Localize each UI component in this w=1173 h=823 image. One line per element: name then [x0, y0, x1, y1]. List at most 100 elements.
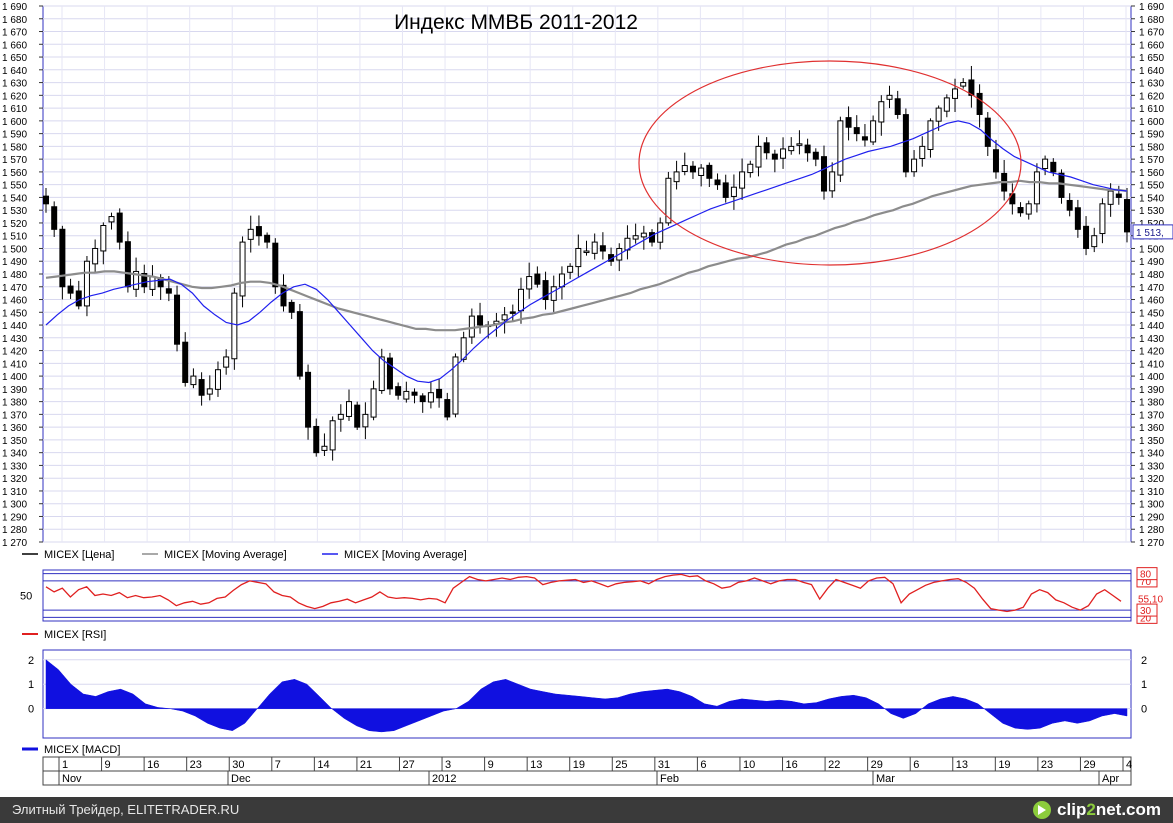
candle-body — [149, 276, 156, 290]
candle-body — [386, 357, 393, 390]
series-macd — [45, 659, 1128, 733]
candle-body — [198, 379, 205, 396]
y-tick-label-right: 1 390 — [1139, 385, 1164, 396]
macd-tick-label-right: 0 — [1141, 704, 1147, 716]
candle-body — [1124, 199, 1130, 233]
y-tick-label-left: 1 600 — [2, 117, 27, 128]
candle-body — [67, 285, 74, 294]
legend-label-rsi: MICEX [RSI] — [44, 629, 106, 641]
last-value-box — [1132, 224, 1173, 240]
candle-body — [1107, 190, 1114, 205]
candle-body — [116, 212, 123, 243]
candle-body — [739, 171, 746, 189]
y-tick-label-left: 1 590 — [2, 130, 27, 141]
candle-body — [575, 247, 582, 268]
y-tick-label-right: 1 560 — [1139, 168, 1164, 179]
y-tick-label-left: 1 660 — [2, 40, 27, 51]
candle-body — [354, 404, 361, 428]
candle-body — [632, 235, 639, 240]
y-tick-label-left: 1 550 — [2, 181, 27, 192]
candle-body — [517, 288, 524, 312]
candle-body — [788, 145, 795, 152]
candle-body — [1074, 207, 1081, 230]
macd-tick-label-right: 2 — [1141, 655, 1147, 667]
y-tick-label-right: 1 410 — [1139, 359, 1164, 370]
candle-body — [124, 241, 131, 288]
candle-body — [92, 247, 99, 265]
candle-body — [599, 245, 606, 252]
y-tick-label-right: 1 480 — [1139, 270, 1164, 281]
y-tick-label-left: 1 620 — [2, 91, 27, 102]
candle-body — [255, 226, 262, 237]
y-tick-label-left: 1 420 — [2, 347, 27, 358]
rsi-tick-label: 50 — [20, 591, 32, 603]
y-tick-label-right: 1 490 — [1139, 257, 1164, 268]
day-tick-label: 4 — [1126, 759, 1132, 771]
candle-body — [1066, 199, 1073, 211]
y-tick-label-left: 1 310 — [2, 487, 27, 498]
y-tick-label-right: 1 680 — [1139, 15, 1164, 26]
candle-body — [558, 273, 565, 288]
candle-body — [919, 145, 926, 159]
logo-text: clip2net.com — [1057, 800, 1161, 819]
y-tick-label-right: 1 550 — [1139, 181, 1164, 192]
y-tick-label-right: 1 320 — [1139, 474, 1164, 485]
site-label: Элитный Трейдер, ELITETRADER.RU — [12, 802, 240, 817]
day-tick-label: 22 — [828, 759, 840, 771]
candle-body — [313, 425, 320, 454]
month-tick-label: Nov — [62, 773, 82, 785]
macd-tick-label-left: 0 — [28, 704, 34, 716]
macd-tick-label-right: 1 — [1141, 679, 1147, 691]
candle-body — [1050, 161, 1057, 173]
chart-title: Индекс ММВБ 2011-2012 — [394, 11, 638, 34]
y-tick-label-left: 1 330 — [2, 461, 27, 472]
candle-body — [75, 290, 82, 307]
candle-body — [296, 311, 303, 377]
candle-body — [452, 356, 459, 415]
candle-body — [870, 120, 877, 143]
y-tick-label-right: 1 400 — [1139, 372, 1164, 383]
series-ma-short — [45, 120, 1128, 384]
candle-body — [837, 120, 844, 176]
y-tick-label-right: 1 470 — [1139, 283, 1164, 294]
y-tick-label-right: 1 580 — [1139, 142, 1164, 153]
day-tick-label: 19 — [573, 759, 585, 771]
y-tick-label-right: 1 610 — [1139, 104, 1164, 115]
y-tick-label-left: 1 640 — [2, 66, 27, 77]
y-tick-label-left: 1 290 — [2, 512, 27, 523]
candle-body — [378, 356, 385, 392]
candle-body — [927, 120, 934, 150]
macd-legend: MICEX [MACD] — [22, 744, 120, 756]
rsi-level-label: 70 — [1140, 577, 1152, 588]
candle-body — [190, 375, 197, 386]
y-tick-label-left: 1 430 — [2, 334, 27, 345]
y-tick-label-right: 1 420 — [1139, 347, 1164, 358]
y-tick-label-right: 1 270 — [1139, 538, 1164, 549]
candle-body — [1083, 225, 1090, 249]
candle-body — [1033, 171, 1040, 205]
y-tick-label-left: 1 510 — [2, 232, 27, 243]
y-tick-label-right: 1 640 — [1139, 66, 1164, 77]
candle-body — [1099, 203, 1106, 235]
day-tick-label: 13 — [956, 759, 968, 771]
y-tick-label-left: 1 470 — [2, 283, 27, 294]
candle-body — [108, 216, 115, 223]
legend-label-macd: MICEX [MACD] — [44, 744, 120, 756]
y-tick-label-left: 1 540 — [2, 193, 27, 204]
candle-body — [329, 420, 336, 451]
candle-body — [337, 413, 344, 420]
y-tick-label-right: 1 290 — [1139, 512, 1164, 523]
candle-body — [133, 270, 140, 290]
candle-body — [534, 273, 541, 285]
day-tick-label: 7 — [275, 759, 281, 771]
y-tick-label-left: 1 450 — [2, 308, 27, 319]
candle-body — [1017, 207, 1024, 214]
candle-body — [59, 228, 66, 288]
y-tick-label-left: 1 680 — [2, 15, 27, 26]
candle-body — [976, 92, 983, 115]
rsi-level-label: 30 — [1140, 606, 1152, 617]
candle-body — [419, 395, 426, 403]
